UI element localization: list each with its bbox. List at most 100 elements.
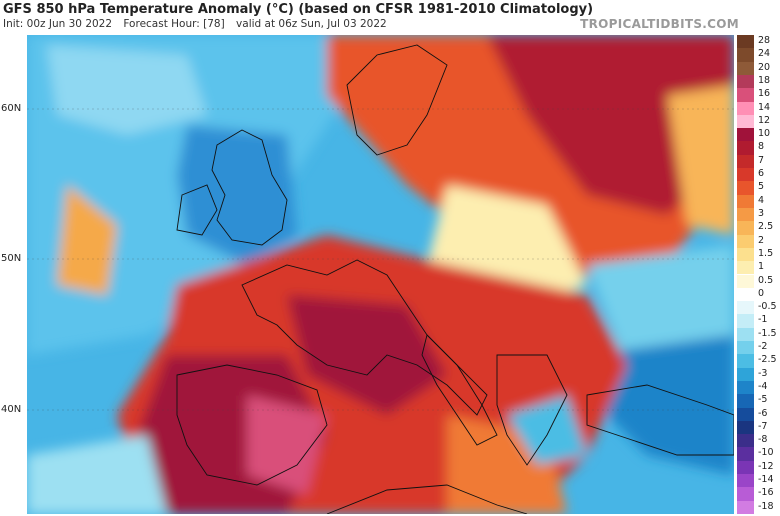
colorbar-entry: 2 (737, 234, 780, 248)
colorbar-swatch (737, 394, 754, 408)
scandinavia-outline (346, 44, 448, 156)
colorbar-swatch (737, 168, 754, 182)
colorbar-swatch (737, 128, 754, 142)
colorbar-swatch (737, 314, 754, 328)
colorbar-label: 0.5 (758, 274, 774, 286)
colorbar-swatch (737, 434, 754, 448)
colorbar-entry: 1 (737, 261, 780, 275)
colorbar-entry: -3 (737, 367, 780, 381)
colorbar-swatch (737, 194, 754, 208)
colorbar-swatch (737, 327, 754, 342)
iberia-outline (176, 364, 328, 486)
colorbar-entry: 24 (737, 48, 780, 62)
init-time: Init: 00z Jun 30 2022 (3, 18, 113, 30)
map-canvas (27, 35, 734, 514)
british-isles-cold-zone (177, 125, 297, 265)
colorbar-entry: 4 (737, 194, 780, 208)
colorbar-swatch (737, 101, 754, 115)
colorbar-label: -2 (758, 341, 768, 353)
colorbar-swatch (737, 35, 754, 49)
colorbar-entry: -0.5 (737, 301, 780, 315)
colorbar-label: 16 (758, 88, 771, 100)
atlantic-warm-patch (57, 185, 117, 295)
forecast-hour: Forecast Hour: [78] (123, 18, 225, 30)
colorbar-entry: -6 (737, 407, 780, 421)
anomaly-map (27, 35, 734, 514)
aegean-cool (507, 395, 587, 465)
atlantic-light-blue (47, 45, 207, 135)
latitude-axis: 60N 50N 40N (0, 35, 27, 514)
colorbar-entry: 12 (737, 114, 780, 129)
ireland-outline (176, 184, 218, 236)
lat-label-60n: 60N (1, 103, 22, 114)
colorbar-swatch (737, 474, 754, 488)
colorbar-label: 2.5 (758, 221, 774, 233)
colorbar-label: -1.5 (758, 327, 777, 339)
colorbar-swatch (737, 287, 754, 302)
colorbar-label: -0.5 (758, 301, 777, 313)
colorbar-entry: -14 (737, 474, 780, 488)
colorbar-label: -8 (758, 434, 768, 446)
colorbar-swatch (737, 261, 754, 275)
colorbar-entry: 2.5 (737, 221, 780, 235)
north-africa-coast (326, 484, 528, 514)
colorbar-entry: -1 (737, 314, 780, 328)
colorbar-label: -14 (758, 474, 774, 486)
colorbar-swatch (737, 141, 754, 155)
colorbar-swatch (737, 181, 754, 195)
colorbar-label: -5 (758, 394, 768, 406)
colorbar-swatch (737, 74, 754, 89)
colorbar-swatch (737, 380, 754, 395)
colorbar-label: -12 (758, 460, 774, 472)
colorbar-swatch (737, 301, 754, 315)
iberia-extreme-core (247, 395, 327, 495)
colorbar-label: 7 (758, 154, 765, 166)
colorbar-label: -10 (758, 447, 774, 459)
lat-label-50n: 50N (1, 253, 22, 264)
anatolia-outline (586, 384, 734, 456)
colorbar-swatch (737, 247, 754, 262)
colorbar-entry: 1.5 (737, 247, 780, 262)
italy-outline (421, 334, 498, 446)
colorbar-entry: 3 (737, 207, 780, 222)
colorbar-entry: -10 (737, 447, 780, 461)
colorbar-swatch (737, 367, 754, 381)
colorbar-entry: 20 (737, 61, 780, 75)
colorbar-label: 1 (758, 261, 765, 273)
colorbar-swatch (737, 341, 754, 355)
colorbar: 28 24 20 18 16 14 12 10 8 7 6 5 4 3 2.5 2 1.5 1 0.5 0 -0.5 -1… (737, 35, 780, 514)
colorbar-swatch (737, 407, 754, 421)
colorbar-entry: 28 (737, 35, 780, 49)
colorbar-entry: 14 (737, 101, 780, 115)
colorbar-entry: 5 (737, 181, 780, 195)
valid-time: valid at 06z Sun, Jul 03 2022 (236, 18, 387, 30)
colorbar-label: 18 (758, 74, 771, 86)
colorbar-label: 28 (758, 35, 771, 46)
anomaly-field (27, 35, 734, 514)
colorbar-swatch (737, 61, 754, 75)
colorbar-swatch (737, 114, 754, 129)
colorbar-entry: -2 (737, 341, 780, 355)
colorbar-entry: -2.5 (737, 354, 780, 368)
colorbar-entry: 8 (737, 141, 780, 155)
colorbar-swatch (737, 48, 754, 62)
france-alps-outline (241, 259, 488, 416)
colorbar-swatch (737, 460, 754, 475)
colorbar-entry: 0 (737, 287, 780, 302)
colorbar-swatch (737, 88, 754, 102)
colorbar-entry: -16 (737, 487, 780, 501)
colorbar-entry: -18 (737, 500, 780, 514)
colorbar-swatch (737, 221, 754, 235)
colorbar-entry: -4 (737, 380, 780, 395)
header: GFS 850 hPa Temperature Anomaly (°C) (ba… (0, 0, 780, 34)
russia-baltic-warm-zone (487, 35, 734, 215)
colorbar-swatch (737, 274, 754, 288)
colorbar-label: 20 (758, 61, 771, 73)
colorbar-label: -1 (758, 314, 768, 326)
colorbar-label: -18 (758, 500, 774, 512)
colorbar-entry: 10 (737, 128, 780, 142)
france-italy-hot-core (287, 295, 447, 415)
colorbar-label: 4 (758, 194, 765, 206)
colorbar-label: -7 (758, 420, 768, 432)
colorbar-swatch (737, 420, 754, 435)
